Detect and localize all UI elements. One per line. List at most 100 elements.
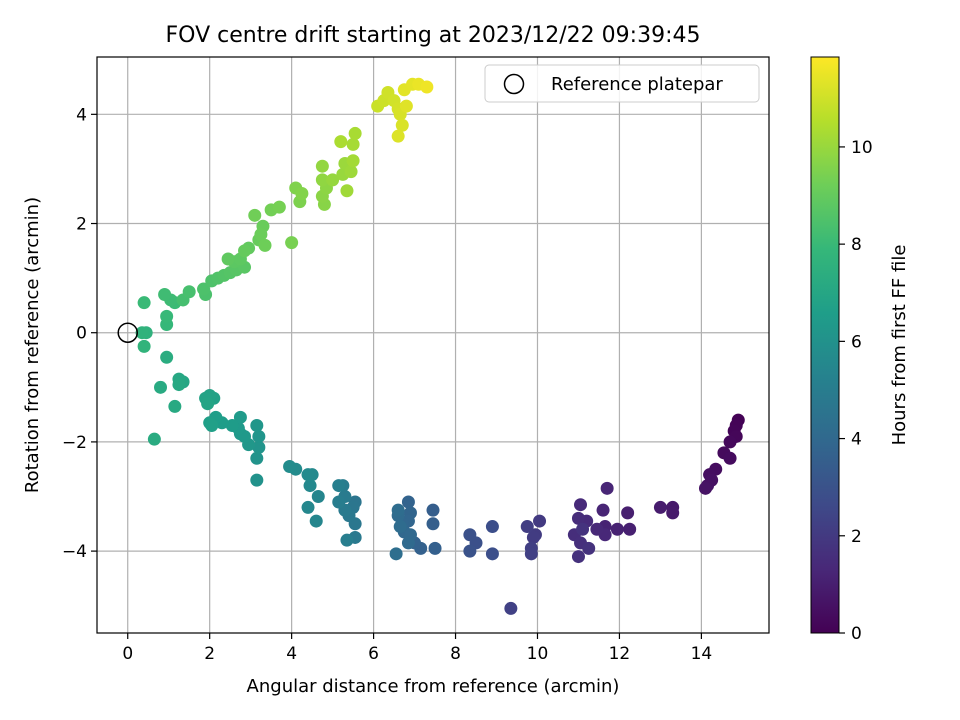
data-point: [309, 514, 323, 528]
x-tick-label: 14: [691, 644, 713, 664]
data-point: [533, 514, 547, 528]
data-point: [332, 495, 346, 509]
x-tick-label: 4: [286, 644, 297, 664]
data-point: [574, 498, 588, 512]
data-point: [340, 533, 354, 547]
data-point: [340, 184, 354, 198]
data-point: [221, 252, 235, 266]
data-point: [698, 481, 712, 495]
data-point: [391, 129, 405, 143]
data-point: [389, 547, 403, 561]
chart-title: FOV centre drift starting at 2023/12/22 …: [166, 23, 701, 48]
data-point: [334, 135, 348, 149]
data-point: [315, 159, 329, 173]
data-point: [524, 547, 538, 561]
data-point: [426, 503, 440, 517]
data-point: [526, 530, 540, 544]
colorbar-tick-label: 8: [851, 235, 862, 255]
data-point: [137, 339, 151, 353]
data-point: [428, 541, 442, 555]
y-tick-label: 0: [76, 324, 87, 344]
data-point: [596, 503, 610, 517]
data-point: [485, 520, 499, 534]
colorbar-tick-label: 10: [851, 138, 873, 158]
colorbar-tick-label: 2: [851, 527, 862, 547]
data-point: [590, 522, 604, 536]
data-point: [254, 227, 268, 241]
data-point: [344, 165, 358, 179]
legend-marker-reference: [503, 73, 525, 95]
data-point: [238, 244, 252, 258]
colorbar-tick-label: 4: [851, 430, 862, 450]
data-point: [485, 547, 499, 561]
data-point: [653, 500, 667, 514]
data-point: [426, 517, 440, 531]
data-point: [326, 173, 340, 187]
colorbar-label: Hours from first FF file: [889, 245, 910, 446]
data-point: [399, 99, 413, 113]
x-tick-label: 6: [368, 644, 379, 664]
legend-entry-reference: Reference platepar: [551, 74, 723, 95]
data-point: [205, 419, 219, 433]
grid-lines: [97, 57, 769, 633]
data-point: [160, 350, 174, 364]
x-tick-label: 2: [204, 644, 215, 664]
data-point: [582, 541, 596, 555]
y-axis: −4 −2 0 2 4: [62, 105, 97, 562]
data-point: [576, 522, 590, 536]
x-tick-label: 0: [122, 644, 133, 664]
data-point: [623, 522, 637, 536]
data-point: [147, 432, 161, 446]
data-point: [197, 282, 211, 296]
data-point: [610, 522, 624, 536]
data-point: [250, 419, 264, 433]
data-point: [172, 378, 186, 392]
data-point: [621, 506, 635, 520]
data-point: [346, 154, 360, 168]
x-tick-label: 10: [527, 644, 549, 664]
y-tick-label: 4: [76, 105, 87, 125]
data-point: [154, 380, 168, 394]
data-point: [295, 186, 309, 200]
data-point: [420, 80, 434, 94]
data-point: [201, 397, 215, 411]
reference-point: [117, 322, 138, 343]
data-point: [250, 451, 264, 465]
data-point: [135, 326, 149, 340]
data-point: [391, 503, 405, 517]
data-point: [158, 287, 172, 301]
colorbar-tick-label: 0: [851, 624, 862, 644]
data-point: [571, 550, 585, 564]
data-point: [401, 495, 415, 509]
axes-frame: [96, 56, 770, 634]
data-point: [285, 236, 299, 250]
data-point: [303, 479, 317, 493]
data-point: [666, 506, 680, 520]
data-point: [504, 601, 518, 615]
x-tick-label: 12: [609, 644, 631, 664]
data-point: [168, 399, 182, 413]
data-point: [233, 410, 247, 424]
data-point: [301, 500, 315, 514]
y-tick-label: 2: [76, 215, 87, 235]
data-point: [346, 137, 360, 151]
colorbar-ticks: 0 2 4 6 8 10: [839, 138, 873, 644]
data-point: [252, 429, 266, 443]
colorbar: [810, 56, 840, 634]
data-point: [571, 511, 585, 525]
data-point: [258, 238, 272, 252]
x-axis-label: Angular distance from reference (arcmin): [247, 676, 620, 697]
data-point: [315, 173, 329, 187]
y-tick-label: −4: [62, 542, 87, 562]
data-point: [332, 479, 346, 493]
legend-box: [484, 64, 760, 103]
data-point: [395, 118, 409, 132]
data-point: [137, 296, 151, 310]
data-point: [160, 309, 174, 323]
data-point: [723, 435, 737, 449]
y-axis-label: Rotation from reference (arcmin): [22, 197, 43, 493]
colorbar-tick-label: 6: [851, 332, 862, 352]
data-point: [393, 520, 407, 534]
data-point: [520, 520, 534, 534]
